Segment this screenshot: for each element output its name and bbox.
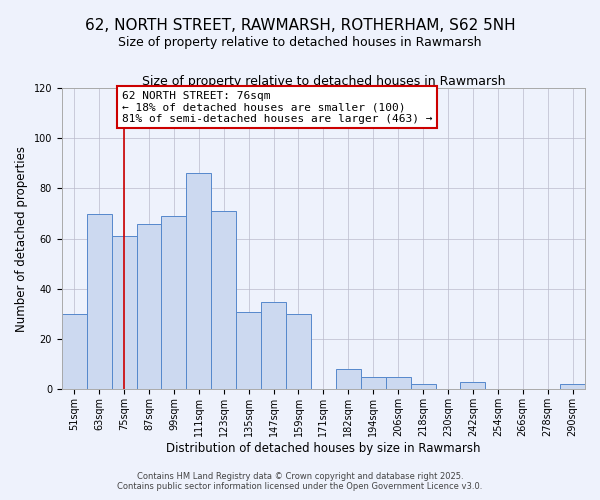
Bar: [460, 382, 485, 390]
Bar: [386, 377, 410, 390]
Bar: [410, 384, 436, 390]
Y-axis label: Number of detached properties: Number of detached properties: [15, 146, 28, 332]
Bar: [560, 384, 585, 390]
Bar: [137, 224, 161, 390]
X-axis label: Distribution of detached houses by size in Rawmarsh: Distribution of detached houses by size …: [166, 442, 481, 455]
Bar: [112, 236, 137, 390]
Bar: [187, 174, 211, 390]
Text: 62, NORTH STREET, RAWMARSH, ROTHERHAM, S62 5NH: 62, NORTH STREET, RAWMARSH, ROTHERHAM, S…: [85, 18, 515, 32]
Text: Contains HM Land Registry data © Crown copyright and database right 2025.
Contai: Contains HM Land Registry data © Crown c…: [118, 472, 482, 491]
Text: Size of property relative to detached houses in Rawmarsh: Size of property relative to detached ho…: [118, 36, 482, 49]
Bar: [161, 216, 187, 390]
Bar: [62, 314, 86, 390]
Bar: [336, 370, 361, 390]
Bar: [361, 377, 386, 390]
Bar: [286, 314, 311, 390]
Title: Size of property relative to detached houses in Rawmarsh: Size of property relative to detached ho…: [142, 75, 505, 88]
Bar: [86, 214, 112, 390]
Bar: [261, 302, 286, 390]
Bar: [211, 211, 236, 390]
Bar: [236, 312, 261, 390]
Text: 62 NORTH STREET: 76sqm
← 18% of detached houses are smaller (100)
81% of semi-de: 62 NORTH STREET: 76sqm ← 18% of detached…: [122, 90, 432, 124]
